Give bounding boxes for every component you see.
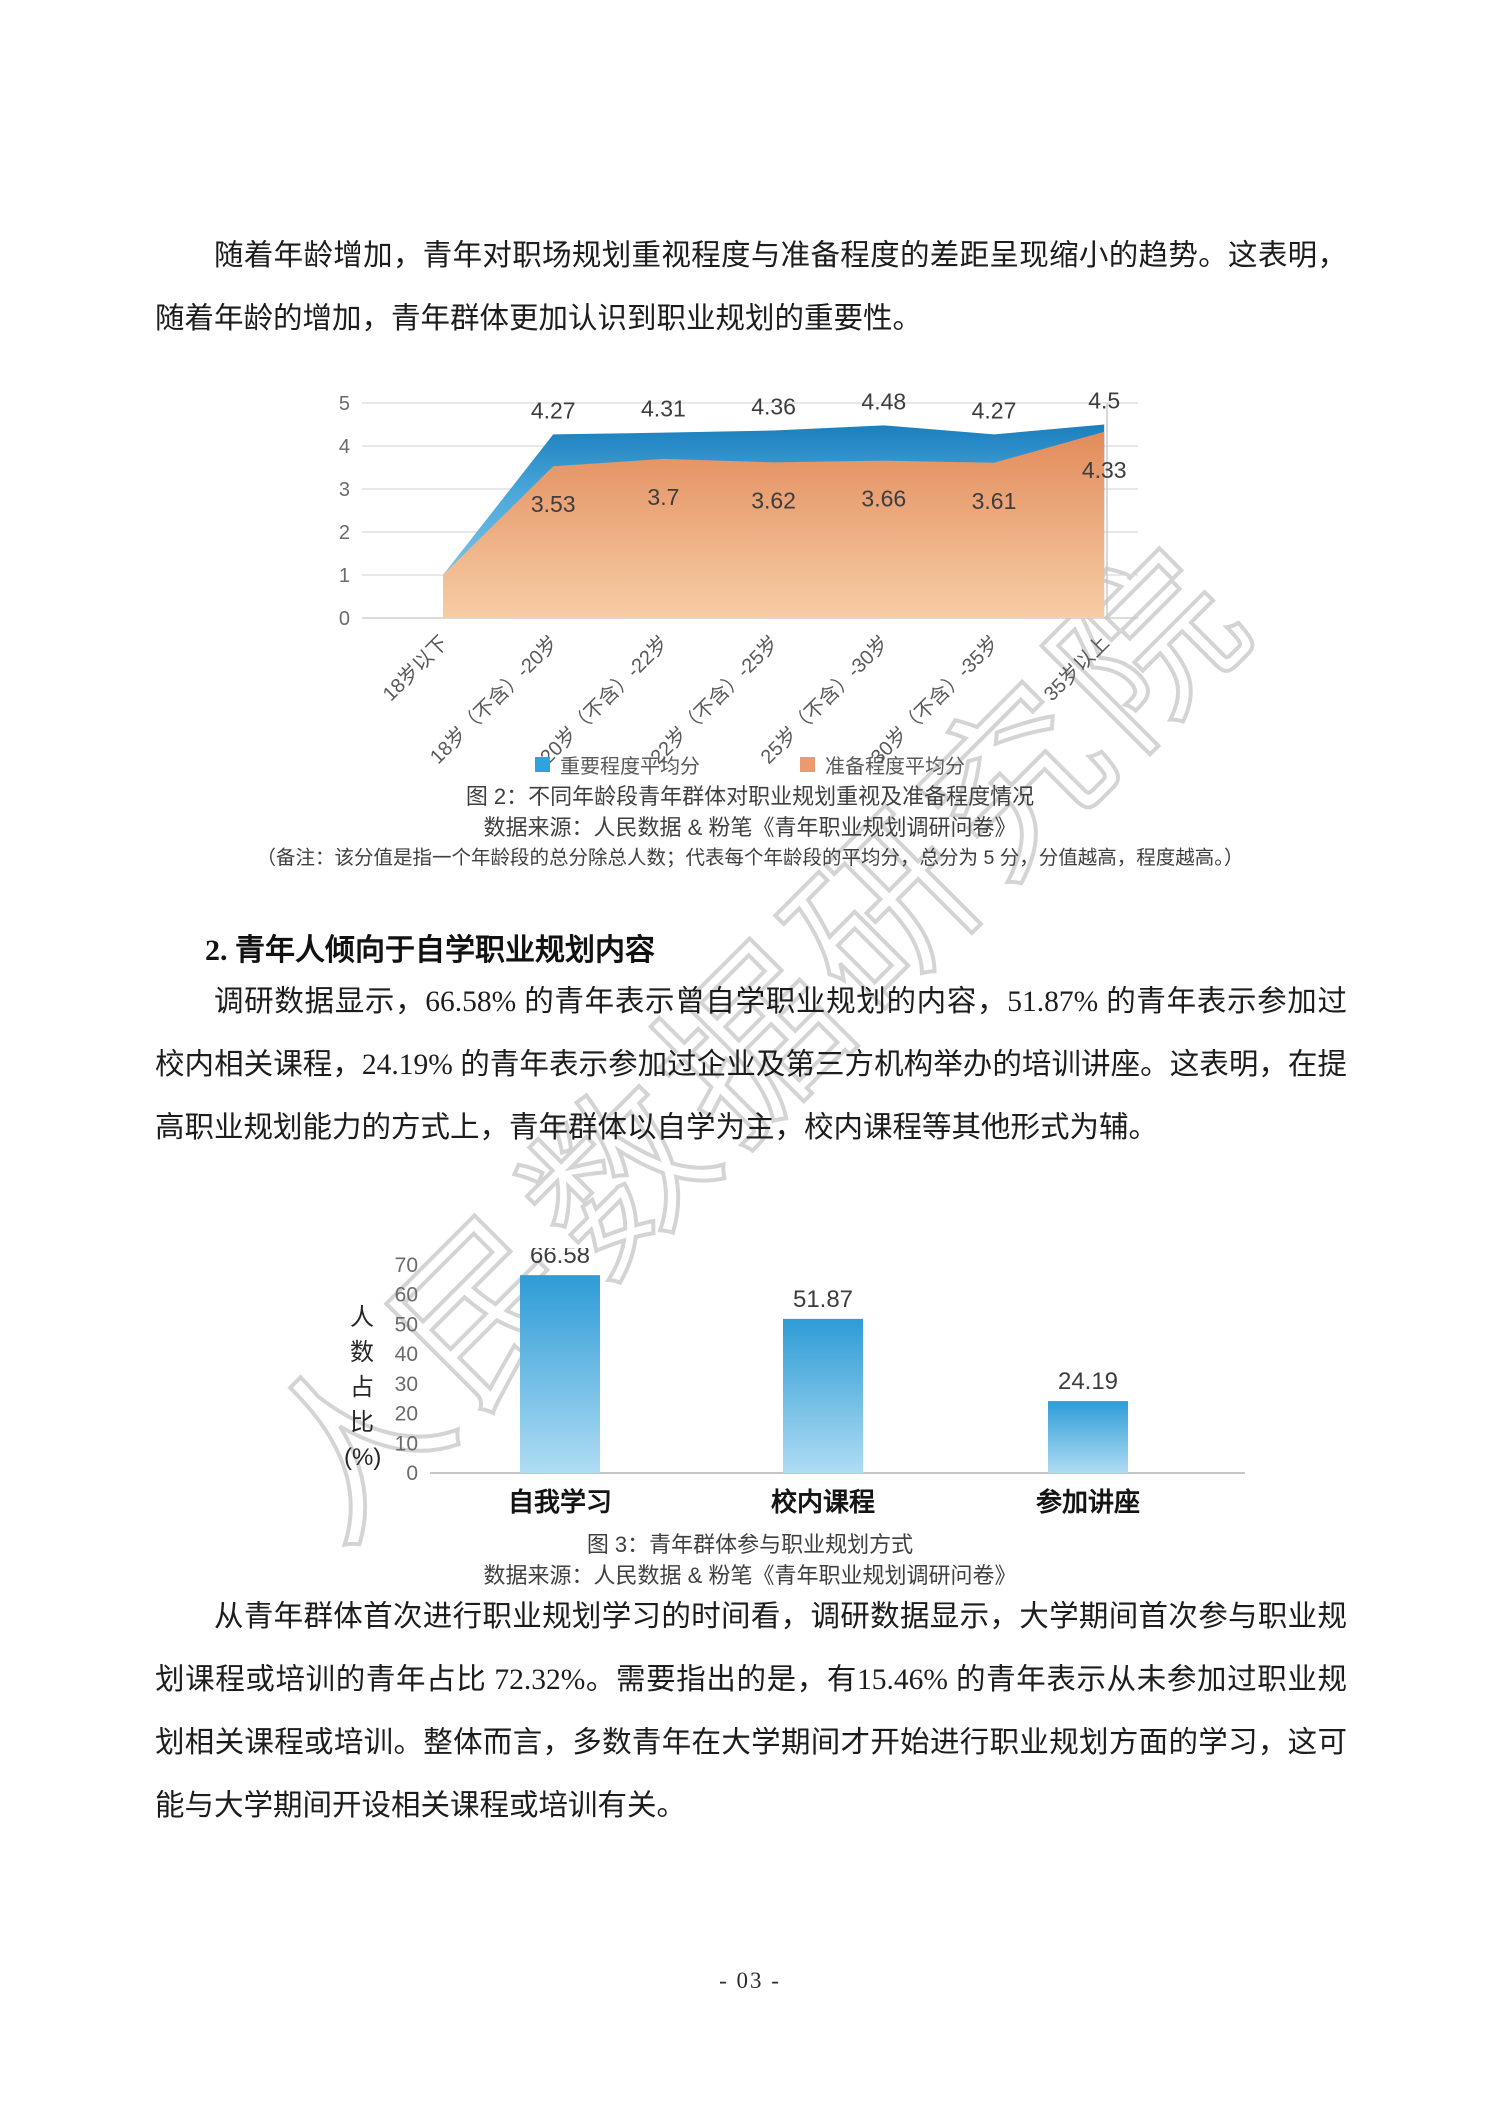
figure2-source: 数据来源：人民数据 & 粉笔《青年职业规划调研问卷》 xyxy=(483,815,1017,840)
y-tick-label: 10 xyxy=(395,1432,418,1455)
legend-swatch-importance-icon xyxy=(535,757,550,772)
legend-item-preparation: 准备程度平均分 xyxy=(800,750,965,779)
importance-value-label: 4.5 xyxy=(1088,390,1120,414)
area-chart-value-labels: 4.27 3.53 4.31 3.7 4.36 3.62 4.48 3.66 4.27 3.61 4… xyxy=(531,388,1127,518)
importance-value-label: 4.27 xyxy=(531,397,576,423)
y-tick-label: 0 xyxy=(339,608,350,630)
preparation-value-label: 3.7 xyxy=(647,484,679,510)
figure3-bar-chart: 0 10 20 30 40 50 60 70 66.58 自我学习 51.87 校内课程 24.19 参… xyxy=(240,1242,1260,1528)
figure3-caption-block: 图 3：青年群体参与职业规划方式 数据来源：人民数据 & 粉笔《青年职业规划调研… xyxy=(0,1529,1500,1591)
preparation-value-label: 3.61 xyxy=(972,488,1017,514)
bar-category-label: 校内课程 xyxy=(771,1487,875,1517)
bar-category-label: 参加讲座 xyxy=(1036,1487,1140,1517)
legend-label-importance: 重要程度平均分 xyxy=(560,756,700,778)
bar-category-label: 自我学习 xyxy=(508,1487,612,1517)
figure2-note: （备注：该分值是指一个年龄段的总分除总人数；代表每个年龄段的平均分，总分为 5 … xyxy=(256,847,1244,869)
y-tick-label: 4 xyxy=(339,436,350,458)
y-axis-title-char: 人 xyxy=(350,1304,374,1331)
area-chart-x-axis-labels: 18岁以下18岁（不含）-20岁20岁（不含）-22岁22岁（不含）-25岁25… xyxy=(378,631,1114,768)
y-tick-label: 70 xyxy=(395,1254,418,1277)
y-axis-title-char: 比 xyxy=(350,1409,374,1436)
y-axis-title-char: 占 xyxy=(350,1374,374,1401)
y-tick-label: 30 xyxy=(395,1373,418,1396)
importance-value-label: 4.31 xyxy=(641,396,686,422)
y-tick-label: 40 xyxy=(395,1343,418,1366)
figure3-caption: 图 3：青年群体参与职业规划方式 xyxy=(586,1532,914,1557)
y-tick-label: 5 xyxy=(339,393,350,415)
y-tick-label: 20 xyxy=(395,1403,418,1426)
bar xyxy=(783,1318,863,1473)
area-preparation xyxy=(443,431,1105,618)
x-axis-label: 35岁以上 xyxy=(1039,631,1113,705)
y-axis-title-char: (%) xyxy=(344,1444,382,1471)
paragraph-first-learning-time: 从青年群体首次进行职业规划学习的时间看，调研数据显示，大学期间首次参与职业规划课… xyxy=(155,1601,1347,1822)
area-chart-series xyxy=(443,403,1108,618)
x-axis-label: 18岁以下 xyxy=(378,631,452,705)
y-axis-title-char: 数 xyxy=(350,1339,374,1366)
figure3-source: 数据来源：人民数据 & 粉笔《青年职业规划调研问卷》 xyxy=(483,1563,1017,1588)
y-tick-label: 0 xyxy=(406,1462,418,1485)
bar-value-label: 24.19 xyxy=(1058,1368,1118,1395)
y-tick-label: 50 xyxy=(395,1313,418,1336)
bar-value-label: 66.58 xyxy=(530,1248,590,1269)
bar-value-label: 51.87 xyxy=(793,1286,853,1313)
y-tick-label: 3 xyxy=(339,479,350,501)
bar xyxy=(520,1275,600,1473)
legend-swatch-preparation-icon xyxy=(800,757,815,772)
preparation-value-label: 3.53 xyxy=(531,491,576,517)
figure3-bar-chart-svg: 0 10 20 30 40 50 60 70 66.58 自我学习 51.87 校内课程 24.19 参… xyxy=(395,1242,1245,1517)
figure2-caption-block: 图 2：不同年龄段青年群体对职业规划重视及准备程度情况 数据来源：人民数据 & … xyxy=(0,781,1500,874)
legend-item-importance: 重要程度平均分 xyxy=(535,750,700,779)
paragraph-self-study: 调研数据显示，66.58% 的青年表示曾自学职业规划的内容，51.87% 的青年… xyxy=(155,986,1347,1144)
importance-value-label: 4.36 xyxy=(751,394,796,420)
importance-value-label: 4.27 xyxy=(972,397,1017,423)
paragraph-age-gap: 随着年龄增加，青年对职场规划重视程度与准备程度的差距呈现缩小的趋势。这表明，随着… xyxy=(155,240,1347,335)
y-tick-label: 1 xyxy=(339,565,350,587)
bar xyxy=(1048,1401,1128,1473)
preparation-value-label: 4.33 xyxy=(1082,457,1127,483)
page-number: - 03 - xyxy=(719,1968,781,1993)
bar-chart-bars xyxy=(520,1275,1128,1473)
figure2-caption: 图 2：不同年龄段青年群体对职业规划重视及准备程度情况 xyxy=(465,784,1035,809)
y-tick-label: 60 xyxy=(395,1284,418,1307)
bar-chart-value-labels: 66.58 自我学习 51.87 校内课程 24.19 参加讲座 xyxy=(508,1242,1140,1517)
preparation-value-label: 3.66 xyxy=(861,486,906,512)
preparation-value-label: 3.62 xyxy=(751,487,796,513)
importance-value-label: 4.48 xyxy=(861,390,906,414)
legend-label-preparation: 准备程度平均分 xyxy=(825,756,965,778)
section-heading: 2. 青年人倾向于自学职业规划内容 xyxy=(205,934,655,967)
y-tick-label: 2 xyxy=(339,522,350,544)
bar-chart-y-axis-title: 人数占比 (%) xyxy=(344,1300,382,1475)
area-chart-legend: 重要程度平均分 准备程度平均分 xyxy=(280,750,1220,779)
